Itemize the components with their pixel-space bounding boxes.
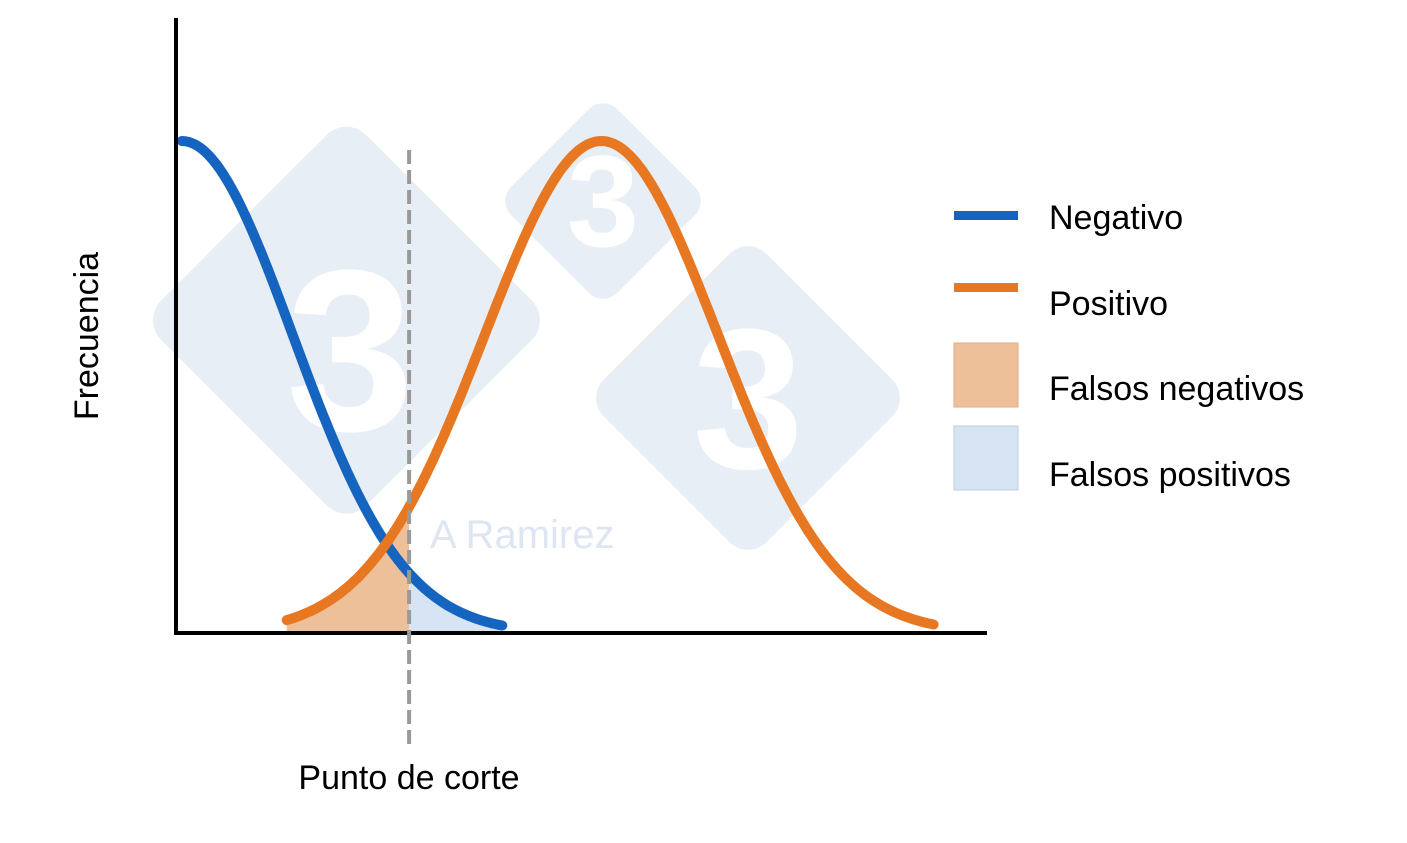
- legend-label-falsos-positivos: Falsos positivos: [1049, 456, 1291, 494]
- watermark-text: A Ramirez: [430, 513, 615, 557]
- legend-label-falsos-negativos: Falsos negativos: [1049, 370, 1304, 408]
- region-falsos-negativos: [286, 506, 410, 633]
- curves: [176, 136, 939, 631]
- legend-swatch-falsos-negativos: [953, 342, 1019, 408]
- y-axis-label: Frecuencia: [68, 252, 106, 420]
- watermark: 3 3 3 A Ramirez: [153, 103, 900, 557]
- series-line-negativo: [176, 136, 508, 631]
- x-axis-label: Punto de corte: [298, 759, 519, 797]
- legend-swatch-negativo: [954, 211, 1018, 220]
- legend: Negativo Positivo Falsos negativos Falso…: [953, 199, 1304, 494]
- legend-label-negativo: Negativo: [1049, 199, 1183, 237]
- series-line-positivo: [281, 136, 939, 630]
- svg-text:3: 3: [286, 222, 414, 479]
- legend-swatch-falsos-positivos: [953, 425, 1019, 491]
- legend-label-positivo: Positivo: [1049, 285, 1168, 323]
- shaded-regions: [286, 506, 503, 633]
- legend-swatch-positivo: [954, 283, 1018, 292]
- watermark-logo: 3: [505, 103, 701, 299]
- region-falsos-positivos: [409, 573, 503, 633]
